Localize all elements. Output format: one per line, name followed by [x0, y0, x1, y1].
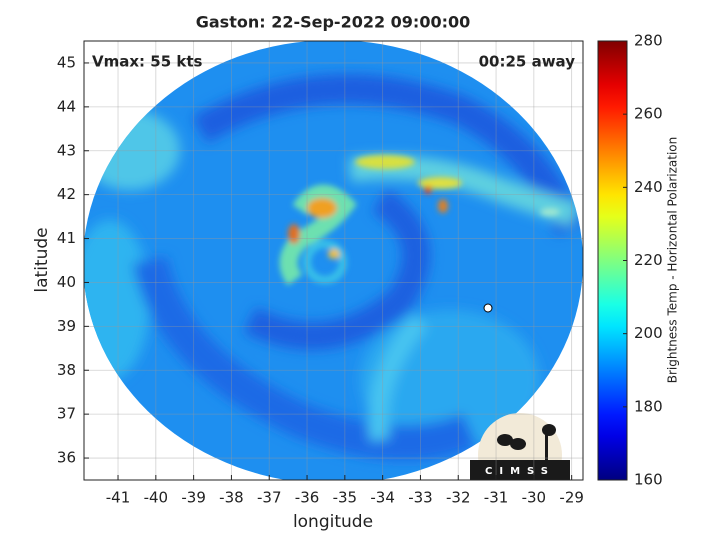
annotation: 00:25 away — [479, 53, 576, 71]
colorbar-tick-label: 160 — [634, 471, 663, 489]
y-tick-label: 43 — [57, 141, 76, 159]
colorbar-tick-label: 260 — [634, 105, 663, 123]
x-tick-label: -33 — [408, 489, 433, 507]
satellite-image: CIMSS — [84, 41, 583, 480]
x-tick-label: -34 — [370, 489, 395, 507]
logo-text: CIMSS — [485, 466, 555, 477]
y-tick-label: 44 — [57, 97, 76, 115]
plot-frame — [83, 40, 584, 481]
marker — [483, 303, 493, 313]
y-tick-label: 45 — [57, 53, 76, 71]
y-tick-label: 37 — [57, 405, 76, 423]
x-tick-label: -32 — [446, 489, 471, 507]
x-tick-label: -36 — [295, 489, 320, 507]
x-tick-label: -37 — [257, 489, 282, 507]
x-tick-label: -40 — [144, 489, 169, 507]
y-tick-label: 39 — [57, 317, 76, 335]
y-tick-label: 36 — [57, 449, 76, 467]
colorbar-tick-label: 280 — [634, 32, 663, 50]
annotation: Vmax: 55 kts — [92, 53, 202, 71]
x-tick-label: -39 — [181, 489, 206, 507]
colorbar-tick-label: 200 — [634, 324, 663, 342]
y-axis-label: latitude — [32, 227, 52, 292]
colorbar — [597, 40, 628, 481]
colorbar-tick-label: 180 — [634, 397, 663, 415]
colorbar-tick-label: 220 — [634, 251, 663, 269]
chart-title: Gaston: 22-Sep-2022 09:00:00 — [196, 13, 471, 32]
y-tick-label: 38 — [57, 361, 76, 379]
logo: CIMSS — [470, 413, 570, 480]
x-tick-label: -31 — [484, 489, 509, 507]
x-tick-label: -38 — [219, 489, 244, 507]
y-tick-label: 40 — [57, 273, 76, 291]
colorbar-label: Brightness Temp - Horizontal Polarizatio… — [666, 137, 680, 384]
x-tick-label: -41 — [106, 489, 131, 507]
x-tick-label: -30 — [522, 489, 547, 507]
y-tick-label: 41 — [57, 229, 76, 247]
x-tick-label: -29 — [559, 489, 584, 507]
y-tick-label: 42 — [57, 185, 76, 203]
x-tick-label: -35 — [333, 489, 358, 507]
x-axis-label: longitude — [293, 512, 373, 532]
colorbar-tick-label: 240 — [634, 178, 663, 196]
